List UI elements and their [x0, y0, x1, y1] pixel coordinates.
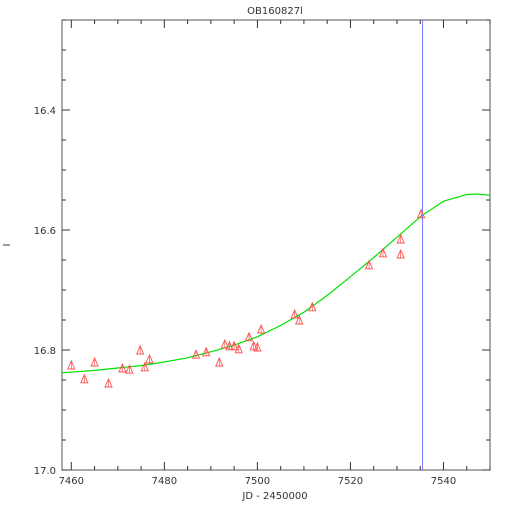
y-tick-label: 16.4	[34, 106, 56, 117]
x-tick-label: 7500	[245, 476, 270, 487]
data-point	[229, 340, 239, 351]
data-point	[256, 323, 266, 334]
tick-labels: 7460 7480 7500 7520 7540 16.4 16.6 16.8 17.0	[34, 106, 456, 487]
y-tick-label: 16.8	[34, 346, 56, 357]
chart-title: OB160827l	[247, 6, 303, 17]
data-point	[118, 362, 127, 373]
data-point	[396, 248, 405, 259]
x-axis-label: JD - 2450000	[241, 491, 307, 502]
data-point	[290, 308, 299, 319]
data-point	[104, 377, 113, 388]
data-point	[378, 247, 388, 258]
data-point	[308, 301, 317, 312]
y-tick-label: 17.0	[34, 466, 56, 477]
data-point	[215, 356, 224, 367]
data-point	[125, 364, 134, 374]
data-point	[135, 344, 145, 355]
data-point	[140, 361, 149, 372]
data-point	[220, 338, 230, 349]
data-point	[80, 373, 89, 384]
y-tick-label: 16.6	[34, 226, 56, 237]
model-curve	[61, 193, 491, 374]
x-tick-label: 7540	[431, 476, 456, 487]
data-point	[416, 208, 426, 219]
x-tick-label: 7460	[59, 476, 84, 487]
data-point	[145, 353, 154, 364]
x-tick-label: 7520	[338, 476, 363, 487]
data-point	[67, 359, 76, 370]
axis-ticks	[62, 19, 491, 471]
data-point	[364, 259, 374, 270]
model-curve-layer	[61, 193, 491, 374]
y-axis-label: I	[2, 244, 13, 247]
x-tick-label: 7480	[152, 476, 177, 487]
data-point	[90, 356, 99, 367]
data-point	[191, 349, 201, 359]
data-point	[244, 331, 254, 342]
data-point	[234, 343, 243, 354]
data-point	[249, 340, 258, 351]
data-point	[202, 346, 211, 357]
data-point	[253, 341, 262, 352]
data-point	[225, 340, 234, 351]
data-point	[295, 314, 304, 325]
data-point	[396, 233, 405, 244]
data-points-layer	[67, 208, 426, 388]
plot-frame	[61, 19, 491, 471]
